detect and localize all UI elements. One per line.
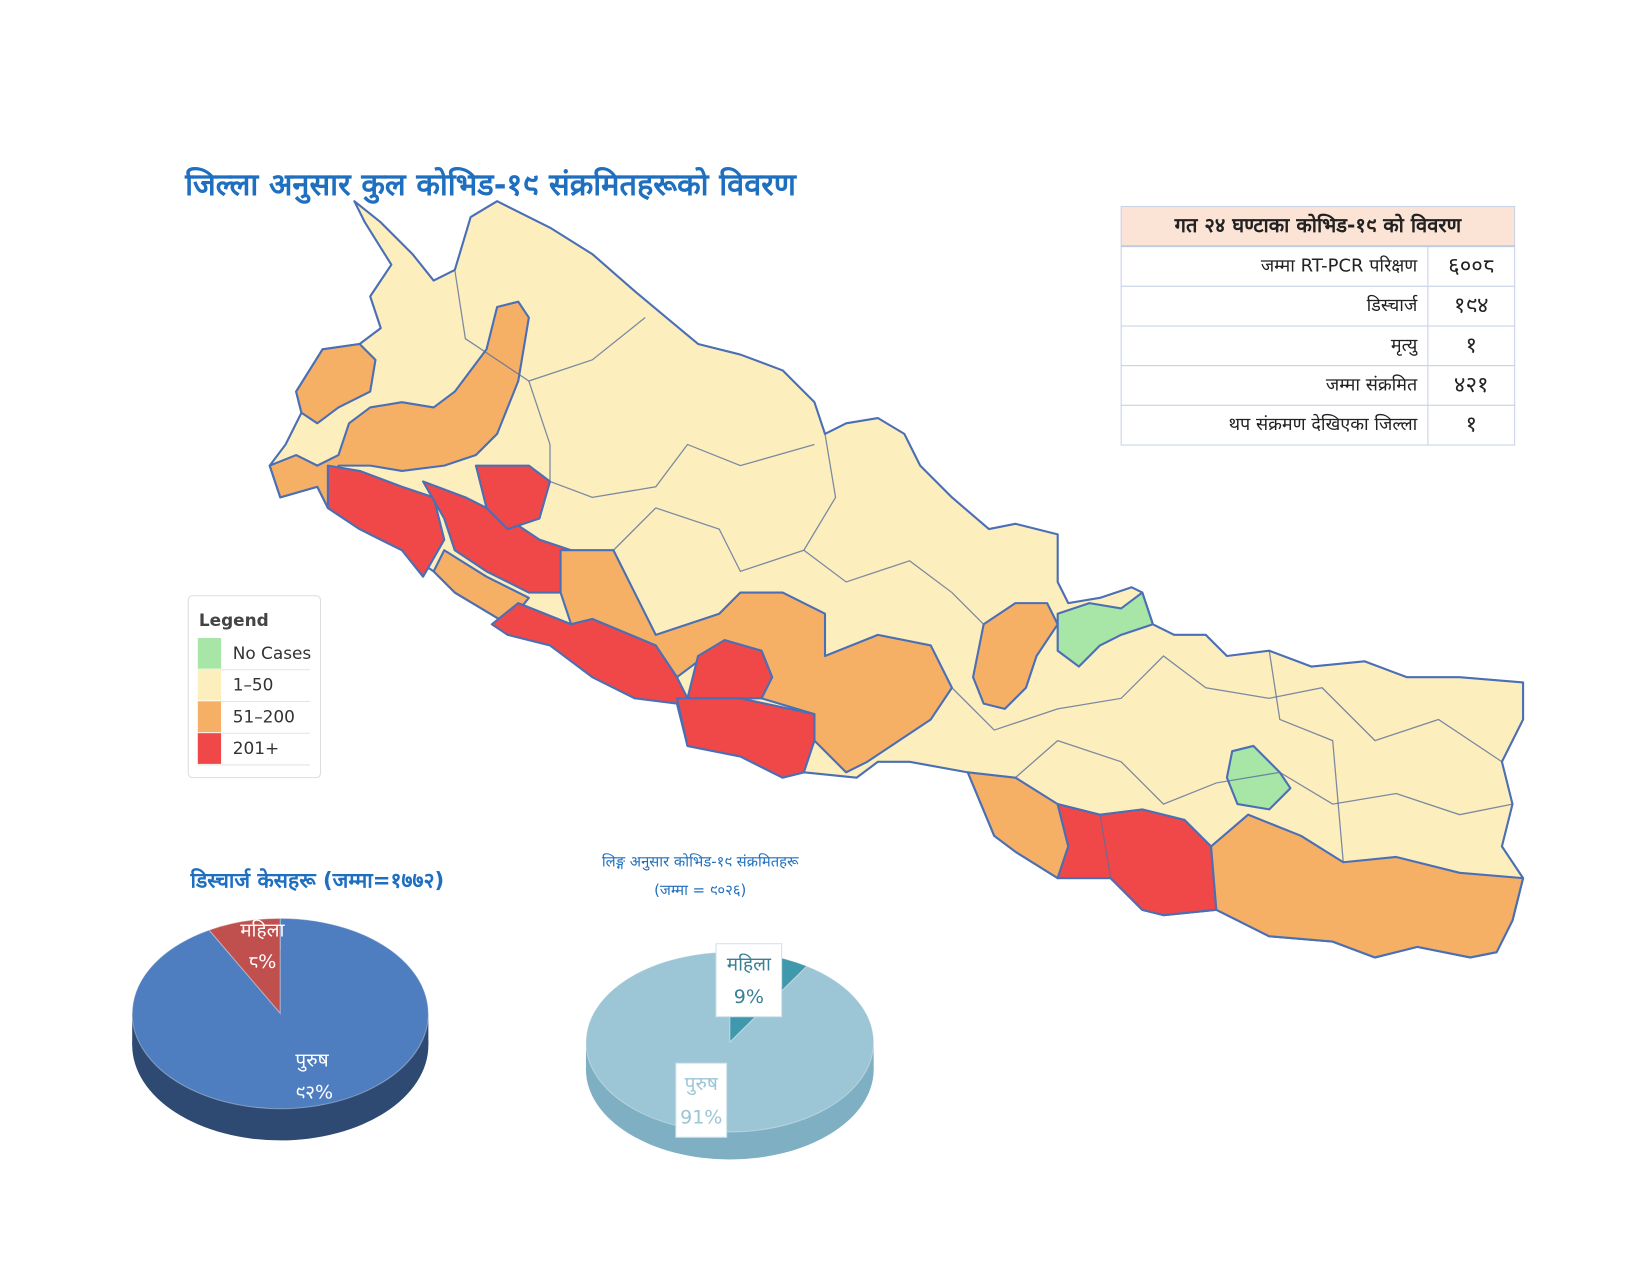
- table-cell-label: जम्मा RT-PCR परिक्षण: [1261, 255, 1418, 277]
- legend-swatch: [197, 669, 222, 701]
- district-boundary: [528, 380, 815, 499]
- district-region: [474, 464, 552, 531]
- table-cell-label: मृत्यु: [1391, 335, 1418, 356]
- legend-label: 51–200: [233, 706, 295, 726]
- district-boundary: [1268, 650, 1344, 863]
- table-cell-value: १: [1465, 332, 1477, 358]
- legend-title: Legend: [199, 610, 269, 630]
- district-region: [675, 697, 816, 779]
- district-region: [1210, 813, 1525, 959]
- legend-label: 201+: [233, 738, 279, 758]
- district-region: [295, 342, 377, 425]
- table-row-bg: [1120, 246, 1516, 287]
- nepal-map: [268, 200, 1525, 959]
- district-boundary: [951, 655, 1503, 763]
- legend-label: 1–50: [233, 675, 274, 695]
- district-boundary: [1099, 814, 1112, 879]
- pie-label-box: [715, 943, 783, 1018]
- district-boundary: [454, 269, 646, 382]
- table-cell-value: १: [1465, 412, 1477, 438]
- pie-category-label: पुरुष: [295, 1050, 329, 1073]
- pie-slice: [131, 917, 429, 1110]
- pie-title: डिस्चार्ज केसहरू (जम्मा=१७७२): [189, 867, 444, 892]
- district-boundary: [803, 433, 837, 551]
- pie-subtitle: (जम्मा = ९०२६): [654, 882, 746, 899]
- legend-swatch: [197, 733, 222, 764]
- pie-value-label: ८%: [248, 951, 276, 973]
- table-cell-label: जम्मा संक्रमित: [1326, 374, 1418, 396]
- table-row-bg: [1120, 404, 1516, 446]
- pie-category-label: पुरुष: [685, 1073, 719, 1096]
- pie-title: लिङ्ग अनुसार कोभिड-१९ संक्रमितहरू: [602, 852, 799, 870]
- table-cell-value: ६००८: [1448, 253, 1494, 279]
- table-cell-label: थप संक्रमण देखिएका जिल्ला: [1229, 413, 1418, 435]
- page-title: जिल्ला अनुसार कुल कोभिड-१९ संक्रमितहरूको…: [184, 167, 798, 204]
- pie-category-label: महिला: [240, 919, 285, 942]
- table-cell-value: १९४: [1454, 293, 1489, 319]
- pie-value-label: 9%: [734, 986, 764, 1008]
- legend-box: [187, 595, 322, 779]
- legend-swatch: [197, 701, 222, 733]
- table-row-bg: [1120, 325, 1516, 367]
- district-region: [326, 464, 446, 578]
- table-row-bg: [1120, 365, 1516, 406]
- district-region: [1056, 803, 1218, 917]
- table-cell-value: ४२१: [1454, 372, 1489, 398]
- district-region: [972, 602, 1059, 710]
- legend: Legend No Cases 1–50 51–200 201+: [187, 595, 322, 779]
- pie-label-box: [675, 1062, 728, 1138]
- table-cell-label: डिस्चार्ज: [1367, 294, 1419, 316]
- summary-table: गत २४ घण्टाका कोभिड-१९ को विवरण जम्मा RT-…: [1120, 205, 1516, 446]
- legend-swatch: [197, 638, 222, 669]
- pie-charts: डिस्चार्ज केसहरू (जम्मा=१७७२) महिला ८% पुरु…: [131, 852, 875, 1160]
- table-header: गत २४ घण्टाका कोभिड-१९ को विवरण: [1174, 213, 1463, 237]
- pie-value-label: 91%: [680, 1107, 722, 1129]
- district-region: [1056, 591, 1154, 668]
- pie-slice: [208, 917, 281, 1015]
- pie-category-label: महिला: [727, 952, 772, 975]
- legend-label: No Cases: [233, 643, 312, 663]
- table-header-bg: [1120, 205, 1516, 248]
- district-region: [1225, 744, 1292, 811]
- pie-value-label: ९२%: [295, 1081, 333, 1103]
- district-boundary: [1014, 739, 1513, 816]
